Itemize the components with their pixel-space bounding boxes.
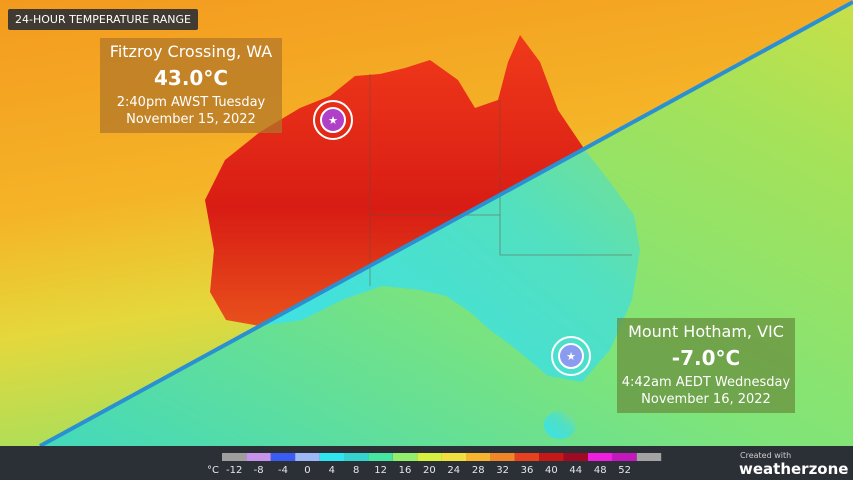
svg-text:★: ★ xyxy=(328,114,338,127)
legend-swatch xyxy=(295,453,320,461)
legend-swatch xyxy=(222,453,247,461)
callout-hot: Fitzroy Crossing, WA 43.0°C 2:40pm AWST … xyxy=(100,38,282,133)
legend-tick-label: 16 xyxy=(399,465,412,476)
legend-swatch xyxy=(392,453,418,461)
legend-tick-label: 44 xyxy=(569,465,582,476)
state-borders xyxy=(369,74,632,286)
legend-tick-label: 52 xyxy=(618,465,631,476)
legend-tick-label: 48 xyxy=(594,465,607,476)
footer-bar xyxy=(0,446,853,480)
legend-tick-label: 0 xyxy=(304,465,310,476)
legend-unit: °C xyxy=(207,465,219,476)
legend-tick-label: -12 xyxy=(226,465,242,476)
legend-tick-label: 24 xyxy=(447,465,460,476)
legend-tick-label: 36 xyxy=(521,465,534,476)
legend-swatch xyxy=(539,453,564,461)
created-with: Created with xyxy=(740,451,791,460)
legend-tick-label: 8 xyxy=(353,465,359,476)
temperature: 43.0°C xyxy=(153,65,229,90)
legend-swatch xyxy=(466,453,491,461)
legend-swatch xyxy=(514,453,540,461)
legend-swatch xyxy=(246,453,271,461)
legend-swatch xyxy=(319,453,344,461)
legend-swatch xyxy=(368,453,393,461)
legend-swatch xyxy=(270,453,296,461)
place: Mount Hotham, VIC xyxy=(628,322,784,341)
legend-swatch xyxy=(490,453,515,461)
legend-swatch xyxy=(612,453,637,461)
time: 4:42am AEDT Wednesday xyxy=(621,374,791,390)
legend-tick-label: 28 xyxy=(472,465,485,476)
marker-hot: ★ xyxy=(313,100,353,140)
callout-cold: Mount Hotham, VIC -7.0°C 4:42am AEDT Wed… xyxy=(617,318,795,413)
legend-tick-label: 32 xyxy=(496,465,509,476)
legend-tick-label: 40 xyxy=(545,465,558,476)
brand: weatherzone xyxy=(739,460,848,478)
place: Fitzroy Crossing, WA xyxy=(109,42,273,61)
legend-swatch xyxy=(563,453,588,461)
date: November 16, 2022 xyxy=(641,392,771,408)
legend-tick-label: -8 xyxy=(254,465,264,476)
legend-tick-label: -4 xyxy=(278,465,288,476)
legend-tick-label: 4 xyxy=(329,465,335,476)
legend-tick-label: 20 xyxy=(423,465,436,476)
legend: °C -12 -8 -4 0 4 8 12 16 20 24 28 32 36 40 44 48 52 xyxy=(207,453,662,476)
legend-swatch xyxy=(344,453,369,461)
title-badge: 24-HOUR TEMPERATURE RANGE xyxy=(8,9,198,30)
temperature: -7.0°C xyxy=(671,345,741,370)
svg-text:★: ★ xyxy=(566,350,576,363)
time: 2:40pm AWST Tuesday xyxy=(116,94,266,110)
marker-cold: ★ xyxy=(551,336,591,376)
legend-swatch xyxy=(636,453,662,461)
divider-line xyxy=(39,0,853,448)
date: November 15, 2022 xyxy=(126,112,256,128)
legend-tick-label: 12 xyxy=(374,465,387,476)
legend-swatch xyxy=(417,453,442,461)
legend-swatch xyxy=(588,453,613,461)
legend-swatch xyxy=(441,453,466,461)
